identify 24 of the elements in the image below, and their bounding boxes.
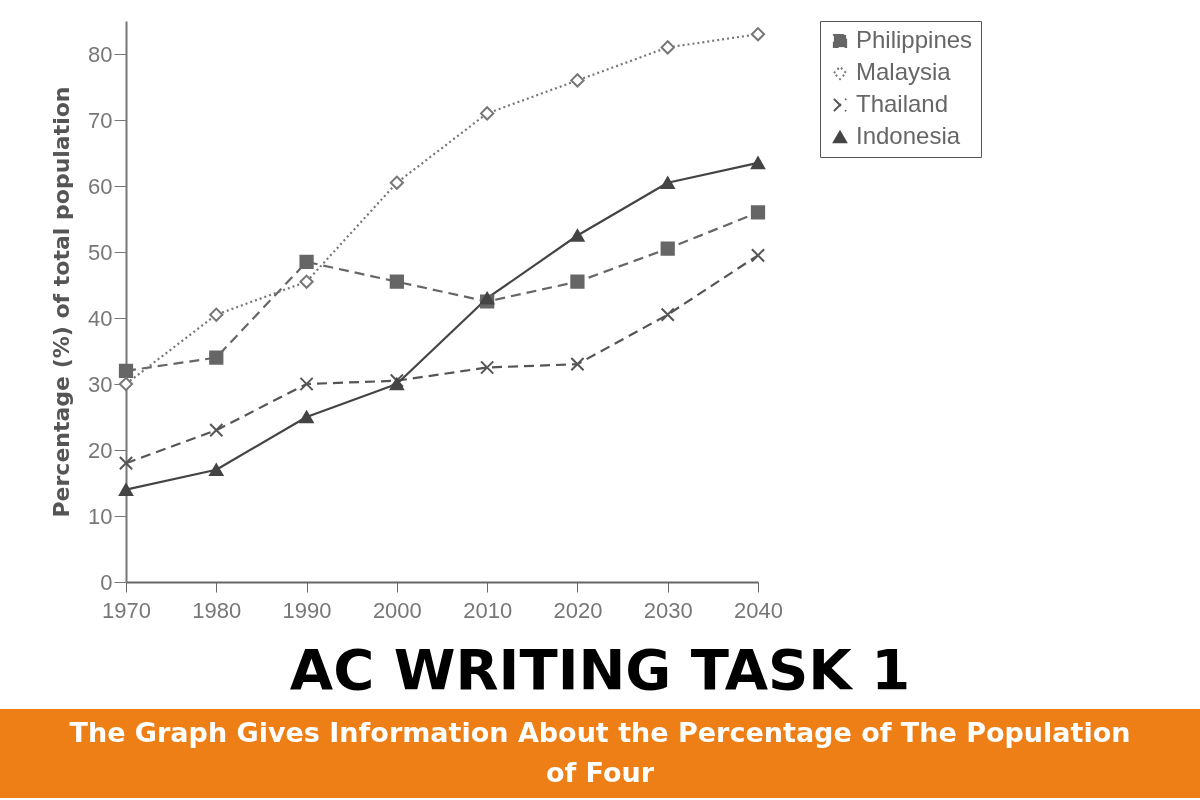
y-axis-title: Percentage (%) of total population bbox=[49, 86, 75, 518]
y-tick-label: 50 bbox=[88, 239, 113, 265]
x-tick-label: 2030 bbox=[643, 597, 693, 623]
text: AC WRITING TASK 1 bbox=[288, 636, 912, 704]
y-tick-label: 70 bbox=[88, 107, 113, 133]
x-tick-label: 1980 bbox=[192, 597, 242, 623]
y-tick-label: 0 bbox=[100, 569, 113, 595]
x-tick-label: 2000 bbox=[372, 597, 422, 623]
x-tick-label: 2020 bbox=[553, 597, 603, 623]
y-tick-label: 40 bbox=[88, 305, 113, 331]
y-tick-label: 10 bbox=[88, 503, 113, 529]
x-tick-label: 1990 bbox=[282, 597, 332, 623]
legend-label: Malaysia bbox=[856, 58, 952, 85]
x-tick-label: 2010 bbox=[463, 597, 513, 623]
x-tick-label: 1970 bbox=[102, 597, 151, 623]
y-tick-label: 60 bbox=[88, 173, 113, 199]
x-tick-label: 2040 bbox=[734, 597, 783, 623]
legend-label: Indonesia bbox=[856, 122, 961, 149]
legend-label: Thailand bbox=[856, 90, 949, 117]
legend-label: Philippines bbox=[856, 26, 973, 53]
y-tick-label: 30 bbox=[88, 371, 113, 397]
y-tick-label: 80 bbox=[88, 41, 113, 67]
y-tick-label: 20 bbox=[88, 437, 113, 463]
text: The Graph Gives Information About the Percentage of The Population of Four bbox=[0, 709, 1200, 798]
